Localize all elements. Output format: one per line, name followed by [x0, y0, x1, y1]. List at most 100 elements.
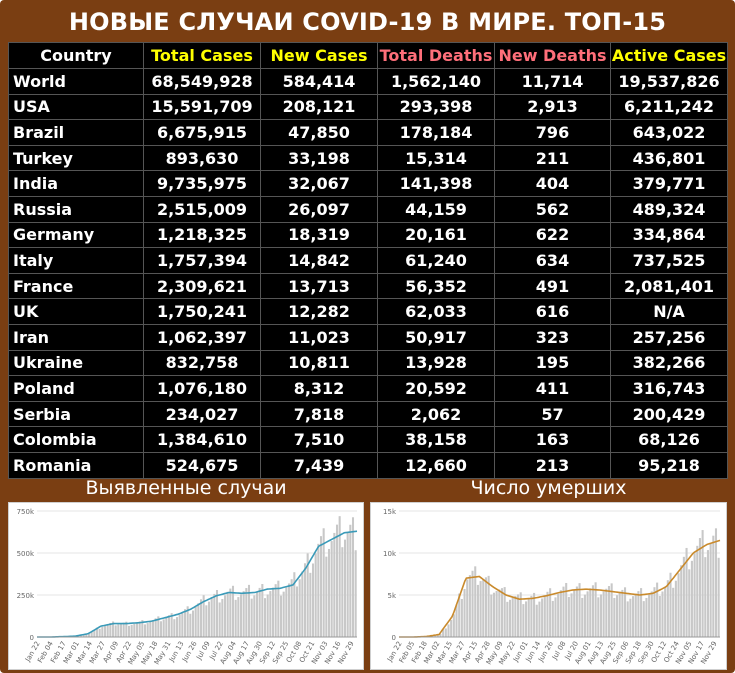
daily-bar [666, 580, 669, 637]
daily-bar [615, 595, 619, 637]
daily-bar [656, 582, 659, 637]
cell-active-cases: 200,429 [610, 400, 728, 428]
daily-bar [693, 553, 696, 637]
cell-active-cases: 257,256 [610, 323, 728, 351]
cell-active-cases: 489,324 [610, 195, 728, 223]
cell-total-deaths: 20,161 [377, 221, 495, 249]
daily-bar [567, 596, 570, 637]
daily-bar [298, 579, 301, 637]
daily-bar [634, 593, 637, 637]
daily-bar [543, 595, 546, 637]
daily-bar [82, 635, 85, 637]
daily-bar [688, 569, 691, 637]
daily-bar [143, 624, 147, 637]
daily-bar [325, 556, 328, 637]
table-row: India 9,735,975 32,067 141,398 404 379,771 [8, 170, 728, 197]
daily-bar [285, 587, 288, 637]
daily-bar [594, 582, 597, 637]
cell-total-cases: 2,309,621 [143, 272, 261, 300]
daily-bar [269, 591, 272, 637]
cell-total-cases: 68,549,928 [143, 68, 261, 95]
daily-bar [621, 589, 624, 637]
cell-new-deaths: 323 [494, 323, 611, 351]
daily-bar [487, 575, 490, 637]
daily-bar [293, 572, 296, 637]
cell-total-cases: 234,027 [143, 400, 261, 428]
daily-bar [314, 553, 317, 637]
daily-bar [157, 616, 160, 637]
daily-bar [226, 591, 229, 637]
cell-active-cases: 6,211,242 [610, 93, 728, 121]
table-row: Turkey 893,630 33,198 15,314 211 436,801 [8, 144, 728, 172]
daily-bar [599, 594, 602, 637]
cell-new-deaths: 213 [494, 451, 611, 479]
cell-new-cases: 32,067 [260, 170, 378, 197]
cases-chart-panel: 0 250k 500k 750k Jan 22 Feb 04 Feb 17 Mar 01 Mar… [8, 502, 364, 670]
cell-new-cases: 7,510 [260, 426, 378, 453]
daily-bar [522, 604, 525, 637]
cell-active-cases: 643,022 [610, 119, 728, 146]
daily-bar [117, 624, 120, 637]
daily-bar [506, 601, 509, 637]
daily-bar [632, 596, 635, 637]
daily-bar [463, 588, 466, 637]
daily-bar [338, 516, 341, 637]
cell-new-deaths: 634 [494, 247, 611, 274]
cell-new-cases: 208,121 [260, 93, 378, 121]
cell-active-cases: 737,525 [610, 247, 728, 274]
daily-bar [492, 592, 495, 637]
daily-bar [178, 614, 181, 637]
cell-total-cases: 893,630 [143, 144, 261, 172]
daily-bar [290, 579, 293, 637]
daily-bar [578, 583, 581, 637]
daily-bar [306, 553, 309, 637]
daily-bar [525, 601, 528, 637]
daily-bar [261, 584, 264, 637]
daily-bar [127, 625, 131, 637]
daily-bar [242, 591, 245, 637]
daily-bar [295, 586, 299, 637]
daily-bar [165, 617, 168, 637]
cell-country: Turkey [8, 144, 144, 172]
table-row: Serbia 234,027 7,818 2,062 57 200,429 [8, 400, 728, 428]
daily-bar [610, 583, 613, 637]
daily-bar [245, 588, 248, 637]
daily-bar [431, 635, 434, 637]
daily-bar [508, 599, 512, 637]
daily-bar [664, 586, 667, 637]
daily-bar [354, 550, 357, 637]
daily-bar [677, 573, 680, 637]
cell-total-cases: 2,515,009 [143, 195, 261, 223]
cell-total-cases: 524,675 [143, 451, 261, 479]
daily-bar [618, 592, 621, 637]
header-total-deaths: Total Deaths [377, 42, 495, 69]
cell-total-deaths: 38,158 [377, 426, 495, 453]
daily-bar [151, 620, 155, 637]
cell-new-deaths: 11,714 [494, 68, 611, 95]
daily-bar [191, 610, 195, 637]
daily-bar [351, 517, 355, 637]
daily-bar [452, 614, 455, 637]
table-header-row: Country Total Cases New Cases Total Deaths N… [8, 42, 728, 69]
daily-bar [565, 582, 568, 637]
daily-bar [234, 599, 237, 637]
cell-country: Colombia [8, 426, 144, 453]
daily-bar [541, 598, 544, 637]
cell-country: Poland [8, 375, 144, 402]
table-row: UK 1,750,241 12,282 62,033 616 N/A [8, 298, 728, 325]
y-tick-label: 10k [383, 550, 397, 558]
cell-new-deaths: 57 [494, 400, 611, 428]
daily-bar [661, 591, 664, 637]
daily-bar [685, 547, 688, 637]
daily-bar [682, 556, 685, 637]
daily-bar [498, 589, 501, 637]
daily-bar [167, 615, 171, 637]
daily-bar [199, 599, 203, 637]
daily-bar [229, 588, 232, 637]
daily-bar [562, 586, 565, 637]
daily-bar [557, 593, 560, 637]
daily-bar [135, 622, 139, 637]
daily-bar [653, 587, 656, 637]
cell-active-cases: 95,218 [610, 451, 728, 479]
daily-bar [605, 588, 608, 637]
